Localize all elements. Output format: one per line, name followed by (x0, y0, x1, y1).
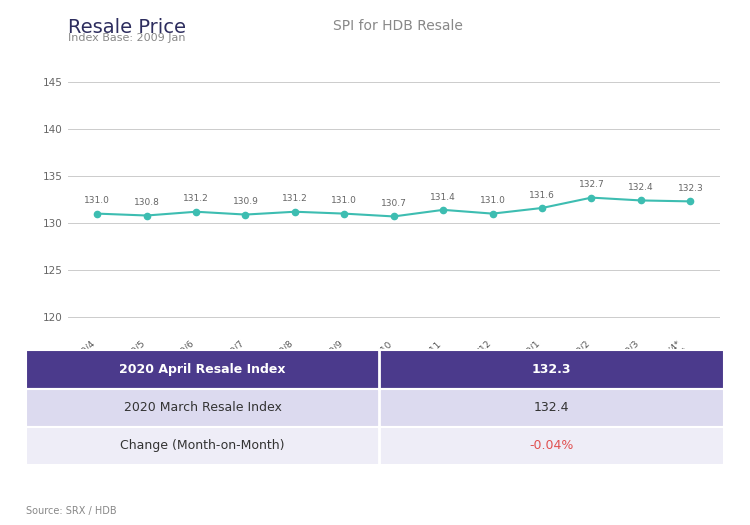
Text: 132.3: 132.3 (677, 184, 703, 193)
Text: Source: SRX / HDB: Source: SRX / HDB (26, 506, 117, 516)
Text: 132.3: 132.3 (532, 363, 571, 376)
Text: Index Base: 2009 Jan: Index Base: 2009 Jan (68, 33, 185, 43)
Text: 130.8: 130.8 (134, 198, 160, 207)
Text: Resale Price: Resale Price (68, 18, 185, 37)
Text: 130.9: 130.9 (232, 197, 259, 206)
Text: SPI for HDB Resale: SPI for HDB Resale (332, 19, 463, 34)
Text: 131.2: 131.2 (282, 194, 308, 203)
Text: Change (Month-on-Month): Change (Month-on-Month) (120, 439, 285, 453)
Text: 132.7: 132.7 (578, 180, 604, 190)
Text: 130.7: 130.7 (381, 199, 406, 208)
Text: 131.0: 131.0 (84, 196, 110, 205)
Text: 131.6: 131.6 (529, 191, 555, 200)
Text: 131.2: 131.2 (183, 194, 209, 203)
Text: 131.4: 131.4 (430, 193, 456, 202)
Text: 131.0: 131.0 (332, 196, 357, 205)
Text: 132.4: 132.4 (628, 183, 654, 192)
Text: -0.04%: -0.04% (529, 439, 574, 453)
Text: 132.4: 132.4 (533, 401, 569, 414)
Text: 2020 March Resale Index: 2020 March Resale Index (124, 401, 281, 414)
Text: 131.0: 131.0 (480, 196, 506, 205)
Text: 2020 April Resale Index: 2020 April Resale Index (119, 363, 286, 376)
